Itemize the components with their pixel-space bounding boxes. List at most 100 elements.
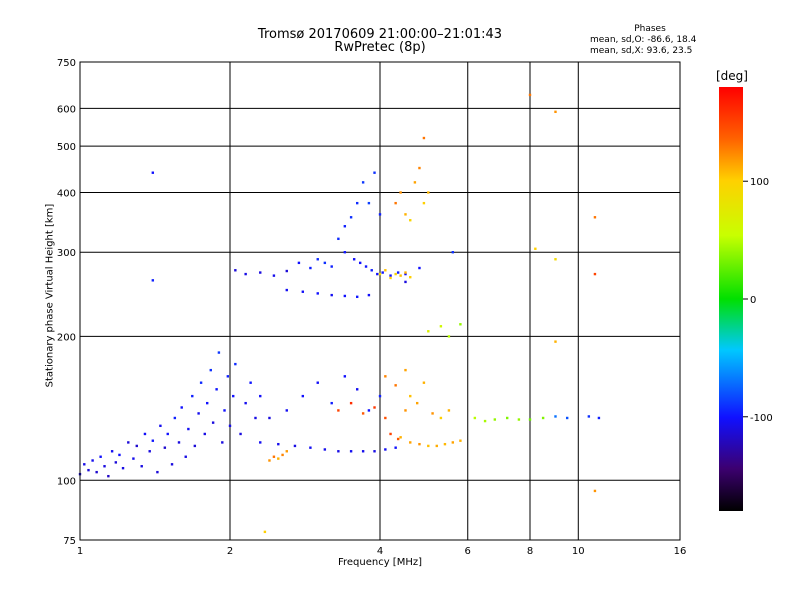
x-tick-label: 16 [674,546,687,557]
data-point-x [418,442,421,446]
data-point-o [355,201,359,205]
phases-x-stats: mean, sd,X: 93.6, 23.5 [590,46,693,56]
data-point-x [409,219,412,222]
data-point-o [221,441,224,444]
data-point-o [193,444,197,448]
data-point-x [422,136,426,140]
data-point-x [263,530,267,534]
data-point-o [91,459,94,462]
data-point-x [409,394,412,398]
data-point-o [384,448,387,451]
data-point-o [110,450,114,453]
data-point-o [177,441,181,444]
colorbar [719,87,743,511]
y-tick-label: 100 [57,476,76,487]
y-tick-label: 400 [57,188,76,199]
data-point-x [394,384,397,387]
colorbar-ticks: 100 0 -100 [743,177,773,424]
data-point-x [483,419,487,423]
data-point-o [114,461,118,464]
data-point-o [285,288,288,292]
y-axis-ticks: 75 100 200 300 400 500 600 750 [57,58,76,547]
data-point-o [309,266,312,270]
data-point-o [451,251,455,254]
data-point-o [151,171,155,174]
data-point-x [473,416,477,420]
data-point-x [517,418,521,421]
data-point-o [378,213,382,216]
data-point-o [349,450,353,453]
data-point-x [396,437,400,441]
data-point-o [301,290,305,293]
data-point-x [404,409,407,412]
data-point-o [418,266,421,270]
data-point-o [215,388,218,391]
data-point-o [404,280,407,284]
data-point-o [355,388,359,391]
data-point-x [431,412,434,415]
data-point-x [505,416,509,420]
x-axis-ticks: 1 2 4 6 8 10 16 [77,546,687,557]
data-point-o [180,406,183,409]
data-point-o [95,470,98,474]
data-point-x [554,110,557,114]
data-point-x [361,412,365,415]
data-point-o [121,466,125,470]
data-point-o [370,269,373,272]
data-point-o [404,272,407,276]
data-point-x [384,269,387,272]
y-axis-label: Stationary phase Virtual Height [km] [44,203,56,388]
data-point-o [244,272,247,276]
data-point-o [364,265,368,268]
data-point-x [443,442,447,446]
data-point-o [234,269,237,272]
colorbar-unit: [deg] [716,69,748,83]
data-point-o [337,237,340,241]
data-point-o [268,416,271,420]
data-point-x [409,441,412,444]
data-point-o [259,271,262,274]
data-point-o [107,474,110,478]
data-point-x [394,201,397,205]
data-point-o [337,450,340,453]
data-point-x [389,432,392,436]
data-point-o [151,279,155,282]
data-point-x [399,274,402,277]
data-point-x [565,416,569,420]
chart-subtitle: RwPretec (8p) [334,40,426,55]
data-point-o [197,412,200,415]
data-point-o [349,216,353,219]
data-point-o [234,362,237,366]
x-tick-label: 10 [572,546,585,557]
data-point-o [203,432,206,436]
data-point-x [451,441,455,444]
data-point-x [373,406,376,409]
data-point-x [384,375,387,378]
data-point-x [272,455,276,458]
data-point-x [409,275,412,279]
data-point-o [156,470,159,474]
data-point-x [541,416,545,420]
data-point-o [135,444,138,448]
data-point-o [316,381,319,384]
x-tick-label: 6 [465,546,471,557]
data-point-x [459,323,462,326]
data-point-o [228,424,232,428]
data-point-x [285,450,288,453]
data-point-o [330,401,333,405]
data-point-o [373,450,376,453]
data-point-o [151,439,155,442]
data-point-x [593,272,597,276]
data-point-o [140,465,143,468]
data-points [78,93,601,534]
data-point-o [367,201,371,205]
data-point-o [127,441,130,444]
data-point-o [323,261,327,265]
data-point-x [268,459,271,462]
chart-title: Tromsø 20170609 21:00:00–21:01:43 [257,27,503,42]
data-point-x [593,216,597,219]
data-point-x [439,325,443,328]
x-tick-label: 8 [527,546,533,557]
data-point-o [301,394,305,398]
